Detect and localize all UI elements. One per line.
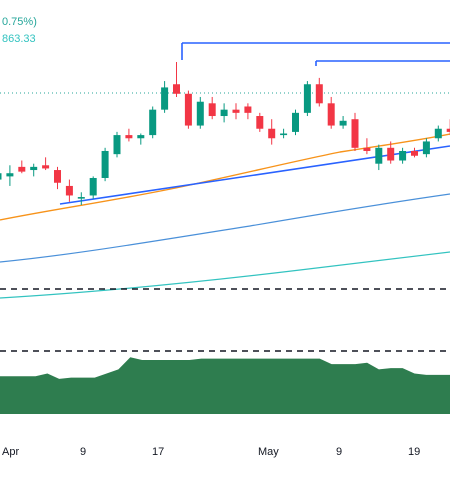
- x-tick-label: May: [258, 446, 279, 458]
- candle-body: [315, 84, 323, 104]
- candle-body: [422, 141, 430, 155]
- candle-body: [351, 119, 359, 148]
- candle-body: [0, 173, 2, 180]
- candle-body: [363, 147, 371, 151]
- candle-body: [244, 106, 252, 113]
- candle-body: [375, 147, 383, 164]
- candle-body: [256, 116, 264, 129]
- legend-ma-value: 863.33: [2, 33, 36, 45]
- candle-body: [113, 135, 121, 155]
- candle-body: [173, 84, 180, 94]
- indicator-fill: [0, 357, 450, 414]
- candle-body: [280, 133, 288, 136]
- x-tick-label: 17: [152, 446, 164, 458]
- candle-body: [220, 109, 228, 117]
- trendlines: [0, 42, 450, 352]
- candle-body: [292, 112, 299, 132]
- x-tick-label: 9: [336, 446, 342, 458]
- candle-body: [208, 103, 216, 117]
- support-trendline: [59, 145, 450, 205]
- candle-body: [446, 128, 450, 132]
- candle-body: [399, 150, 407, 161]
- candle-body: [101, 150, 109, 178]
- candle-body: [42, 165, 50, 169]
- sma-orange-line: [0, 133, 450, 221]
- candle-body: [161, 87, 169, 110]
- candle-body: [434, 128, 442, 139]
- legend-change-value: 0.75%): [2, 16, 37, 28]
- candle-body: [196, 101, 204, 126]
- candle-body: [184, 93, 192, 126]
- x-axis: Apr 9 17 May 9 19: [2, 446, 420, 458]
- candle-body: [149, 109, 157, 136]
- candle-body: [232, 109, 240, 113]
- candle-body: [77, 197, 85, 199]
- x-tick-label: Apr: [2, 446, 19, 458]
- sma-blue-line: [0, 193, 450, 263]
- x-tick-label: 9: [80, 446, 86, 458]
- candle-body: [268, 128, 276, 139]
- indicator-area: [0, 357, 450, 414]
- candlestick-series: [0, 62, 450, 205]
- candle-body: [89, 177, 97, 196]
- candle-body: [65, 185, 73, 196]
- x-tick-label: 19: [408, 446, 420, 458]
- moving-averages: [0, 133, 450, 299]
- candle-body: [137, 135, 145, 139]
- candle-body: [339, 120, 347, 126]
- candle-body: [18, 166, 26, 172]
- sma-cyan-line: [0, 251, 450, 299]
- candle-body: [6, 173, 14, 177]
- candle-body: [387, 147, 395, 161]
- candle-body: [30, 166, 38, 171]
- candle-body: [125, 135, 133, 139]
- candle-body: [327, 103, 335, 126]
- candle-body: [303, 84, 311, 113]
- candle-body: [54, 170, 61, 183]
- candle-body: [411, 150, 418, 156]
